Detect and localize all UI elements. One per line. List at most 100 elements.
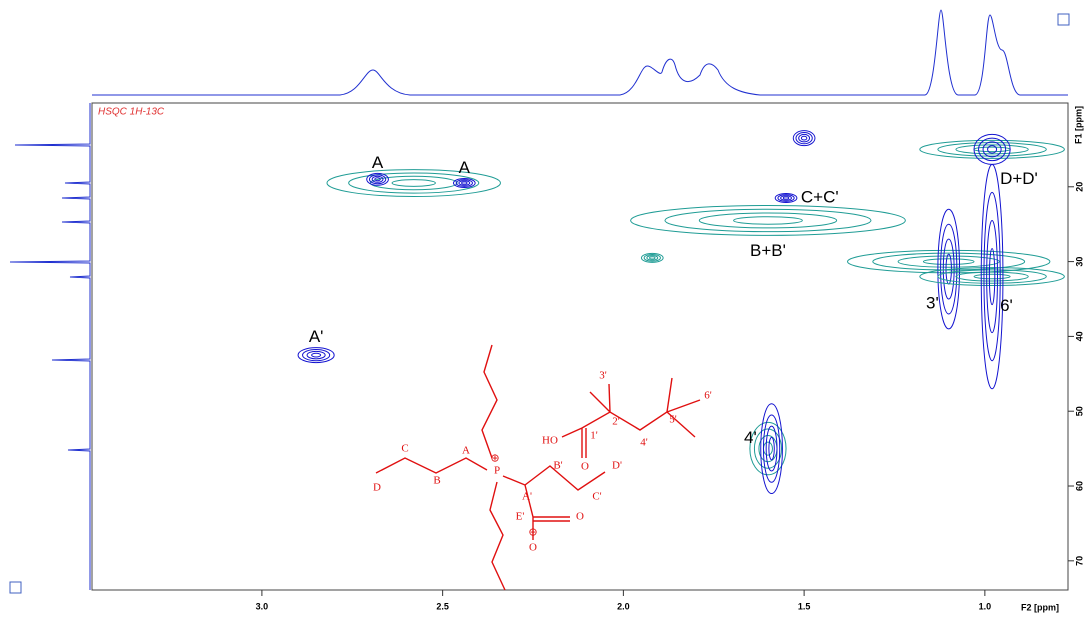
x-tick-label: 1.5 [798,601,811,611]
cross-peak-contour [297,347,335,364]
cross-peak-contour [955,271,1029,282]
cross-peak-contour [302,348,331,362]
y-tick-label: 50 [1074,406,1084,416]
cross-peak-contour [455,179,473,187]
cross-peak-contour [955,144,1029,155]
x-tick-label: 1.0 [979,601,992,611]
y-tick-label: 20 [1074,182,1084,192]
cross-peak-contour [937,208,961,330]
peak-label: 3' [926,294,939,313]
cross-peak-contour [369,175,458,191]
cross-peak-contour [988,248,996,306]
cross-peak-contour [649,256,656,260]
cross-peak-contour [762,441,773,456]
atom-label: 2' [612,416,620,428]
cross-peak-contour [792,130,816,147]
cross-peak-contour [800,135,808,141]
y-axis-label: F1 [ppm] [1073,106,1083,144]
atom-label: B [433,475,440,487]
cross-peak-contour [452,178,476,189]
cross-peak-contour [762,414,781,483]
y-tick-label: 70 [1074,556,1084,566]
corner-box [1057,13,1070,26]
peak-label: B+B' [750,241,786,260]
y-tick-label: 60 [1074,481,1084,491]
cross-peak-contour [980,163,1004,390]
peak-label: C+C' [801,187,839,206]
peak-label: A' [309,327,324,346]
peak-label: A [459,158,471,177]
atom-label: D [373,482,381,494]
cross-peak-contour [897,255,1000,268]
cross-peak-contour [753,428,783,469]
cross-peak-contour [780,195,792,201]
cross-peak-contour [919,139,1065,159]
cross-peak-contour [368,174,387,185]
cross-peak-contour [733,216,803,225]
atom-label: B' [553,460,562,472]
cross-peak-contour [371,175,384,183]
atom-label: P [494,465,500,477]
atom-label: C' [592,491,601,503]
bond [481,344,498,459]
corner-box [9,581,22,594]
cross-peak-contour [749,421,787,476]
peak-label: D+D' [1000,169,1038,188]
cross-peak-contour [366,172,389,186]
atom-label: E' [516,511,525,523]
cross-peak-contour [461,181,468,185]
cross-peak-contour [986,219,999,334]
atom-label: O [576,511,584,523]
atom-label: 6' [704,390,712,402]
cross-peak-contour [374,177,381,182]
cross-peak-contour [664,208,872,233]
cross-peak-contour [973,133,1011,165]
x-tick-label: 2.0 [617,601,630,611]
y-tick-label: 30 [1074,257,1084,267]
cross-peak-contour [987,145,998,154]
cross-peak-contour [643,253,661,262]
bond [524,484,570,540]
f2-projection [92,9,1068,96]
cross-peak-contour [795,132,813,145]
cross-peak-contour [698,212,838,229]
cross-peak-contour [306,350,326,360]
atom-label: 5' [669,414,677,426]
atom-label: A' [522,491,532,503]
atom-label: C [401,443,408,455]
cross-peak-contour [760,403,783,494]
atom-label: HO [542,435,558,447]
cross-peak-contour [973,273,1011,280]
charge: ⊖ [528,527,537,539]
chart-title: HSQC 1H-13C [98,107,165,118]
x-tick-label: 2.5 [436,601,449,611]
cross-peak-contour [978,137,1007,162]
cross-peak-contour [973,146,1011,153]
bond [375,457,488,474]
cross-peak-contour [458,180,471,186]
atom-label: 4' [640,437,648,449]
peaks [297,130,1065,494]
cross-peak-contour [937,269,1047,284]
cross-peak-contour [777,194,795,202]
f1-projection [9,103,91,590]
cross-peak-contour [765,425,778,472]
peak-label: A [372,153,384,172]
cross-peak-contour [326,169,501,198]
x-axis-label: F2 [ppm] [1021,602,1059,612]
charge: ⊕ [490,453,499,465]
cross-peak-contour [798,133,811,143]
cross-peak-contour [774,193,798,203]
cross-peak-contour [391,179,436,187]
peak-label: 4' [744,428,757,447]
x-tick-label: 3.0 [256,601,269,611]
atom-label: O [529,542,537,554]
atom-label: O [581,461,589,473]
cross-peak-contour [782,196,790,200]
atom-label: D' [612,460,622,472]
atom-label: A [462,445,470,457]
cross-peak-contour [922,258,975,265]
cross-peak-contour [646,255,659,261]
